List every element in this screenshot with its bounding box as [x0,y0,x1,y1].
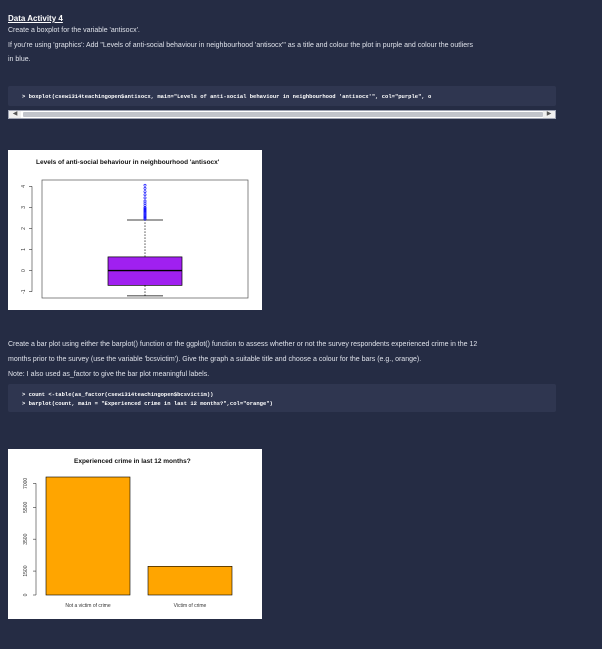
y-tick-label: 5500 [23,502,29,513]
instruction-line-2: If you're using 'graphics': Add "Levels … [8,42,473,49]
scroll-thumb[interactable] [23,112,543,117]
y-tick-label: 1 [21,248,27,251]
outlier-point [143,190,147,193]
y-tick-label: 4 [21,185,27,188]
y-tick-label: 3 [21,206,27,209]
section2-line-3: Note: I also used as_factor to give the … [8,371,210,378]
activity-title: Data Activity 4 [8,14,63,23]
y-tick-label: 0 [21,269,27,272]
code-block-boxplot[interactable]: > boxplot(csew1314teachingopen$antisocx,… [8,86,556,106]
outlier-point [143,193,147,197]
y-tick-label: 3500 [23,533,29,544]
instruction-line-1: Create a boxplot for the variable 'antis… [8,27,140,34]
y-tick-label: -1 [21,289,27,294]
horizontal-scrollbar[interactable]: ◀ ▶ [8,110,556,119]
outlier-point [143,183,147,187]
code-line: > boxplot(csew1314teachingopen$antisocx,… [22,93,432,100]
y-tick-label: 0 [23,593,29,596]
barplot-chart: 0 1500 3500 5500 7000 Not a victim of crime Vi… [23,476,233,609]
bar [147,565,233,596]
barplot-title: Experienced crime in last 12 months? [74,458,191,465]
scroll-left-icon[interactable]: ◀ [9,111,21,118]
outlier-point [143,207,147,210]
boxplot-title: Levels of anti-social behaviour in neigh… [36,159,220,166]
instruction-line-3: in blue. [8,56,31,63]
code-block-barplot[interactable]: > count <-table(as_factor(csew1314teachi… [8,384,556,412]
y-tick-label: 7000 [23,478,29,489]
outlier-point [143,199,147,203]
scroll-right-icon[interactable]: ▶ [543,111,555,118]
outlier-point [143,196,147,200]
barplot-panel: Experienced crime in last 12 months? 0 15… [8,449,262,619]
bar [45,476,131,596]
x-category-label: Not a victim of crime [65,603,111,609]
plot-frame [41,179,249,299]
section2-line-1: Create a bar plot using either the barpl… [8,341,478,348]
outlier-point [143,187,147,190]
code-line-2: > barplot(count, main = "Experienced cri… [22,400,273,407]
section2-line-2: months prior to the survey (use the vari… [8,356,422,363]
boxplot-panel: Levels of anti-social behaviour in neigh… [8,150,262,310]
y-tick-label: 2 [21,227,27,230]
y-tick-label: 1500 [23,565,29,576]
code-line-1: > count <-table(as_factor(csew1314teachi… [22,391,214,398]
boxplot-chart: -1 0 1 2 3 4 [21,179,249,299]
x-category-label: Victim of crime [174,603,207,609]
